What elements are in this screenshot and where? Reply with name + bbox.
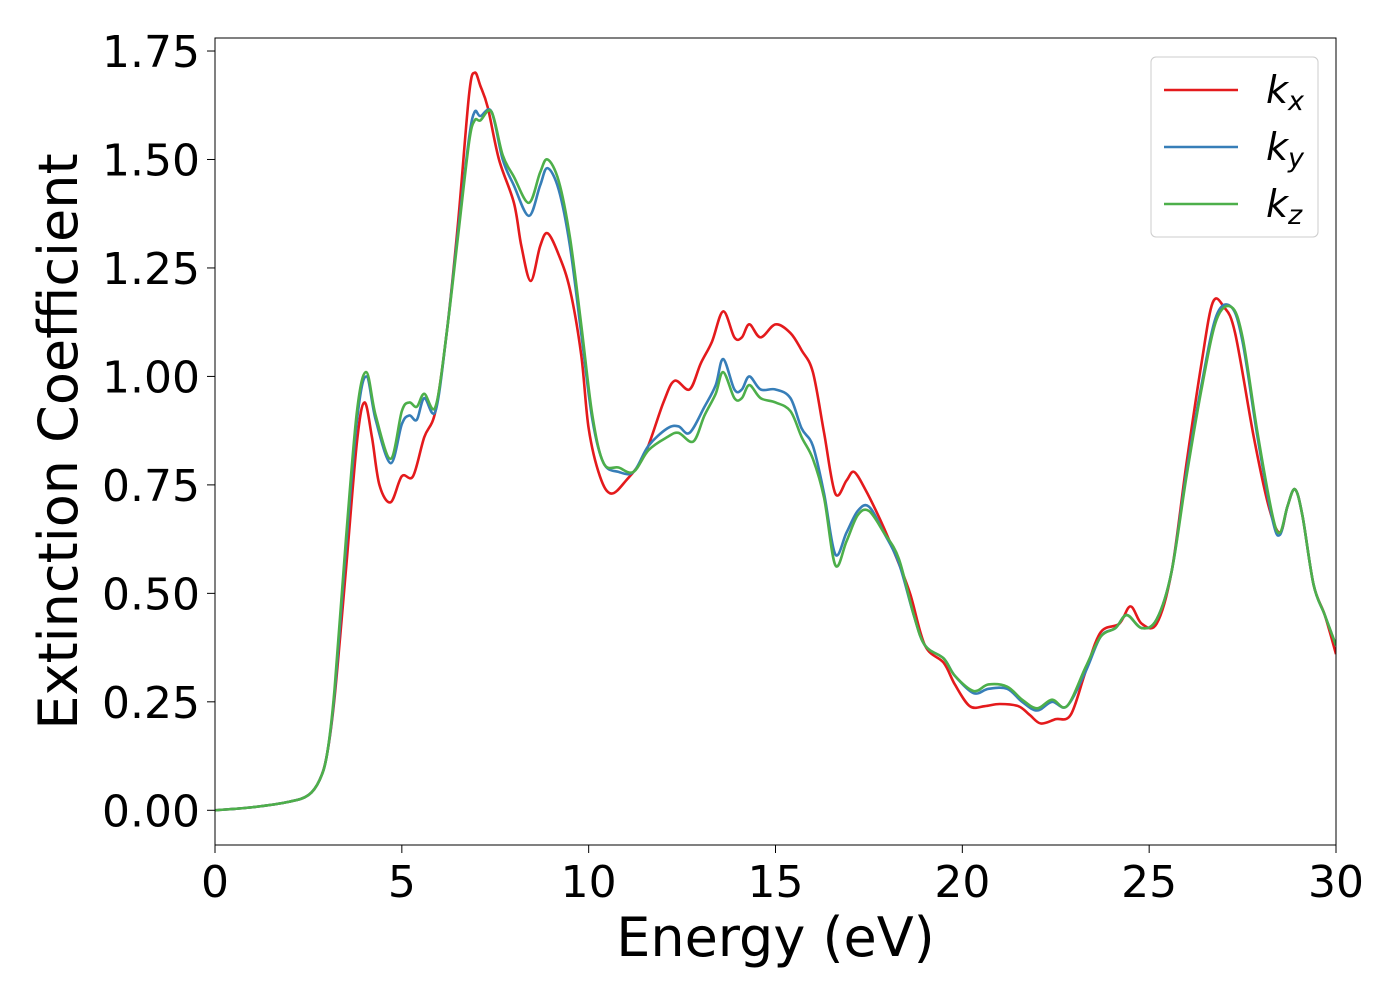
x-tick-label: 15 (748, 857, 804, 908)
x-tick-label: 20 (934, 857, 990, 908)
y-tick-label: 1.50 (102, 135, 200, 186)
x-tick-label: 5 (388, 857, 416, 908)
legend-label-k-z: kz (1266, 182, 1303, 231)
y-tick-label: 0.25 (102, 678, 200, 729)
legend: kx ky kz (1150, 56, 1319, 238)
x-tick-label: 0 (201, 857, 229, 908)
y-axis-label: Extinction Coefficient (27, 153, 90, 729)
y-axis-ticks: 0.00 0.25 0.50 0.75 1.00 1.25 1.50 1.75 (102, 27, 215, 837)
x-tick-label: 25 (1121, 857, 1177, 908)
x-axis-label: Energy (eV) (616, 906, 935, 969)
y-tick-label: 0.75 (102, 461, 200, 512)
x-axis-ticks: 0 5 10 15 20 25 30 (201, 845, 1364, 908)
y-tick-label: 0.50 (102, 569, 200, 620)
y-tick-label: 0.00 (102, 786, 200, 837)
y-tick-label: 1.00 (102, 352, 200, 403)
x-tick-label: 30 (1308, 857, 1364, 908)
y-tick-label: 1.25 (102, 244, 200, 295)
series-layer (215, 71, 1336, 812)
x-tick-label: 10 (561, 857, 617, 908)
series-line-k-z (215, 109, 1336, 812)
legend-label-k-y: ky (1266, 125, 1305, 174)
y-tick-label: 1.75 (102, 27, 200, 78)
legend-label-k-x: kx (1266, 68, 1305, 117)
